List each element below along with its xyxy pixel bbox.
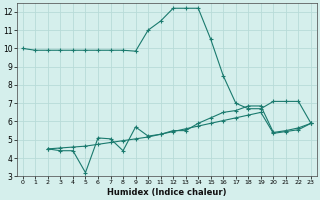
- X-axis label: Humidex (Indice chaleur): Humidex (Indice chaleur): [107, 188, 227, 197]
